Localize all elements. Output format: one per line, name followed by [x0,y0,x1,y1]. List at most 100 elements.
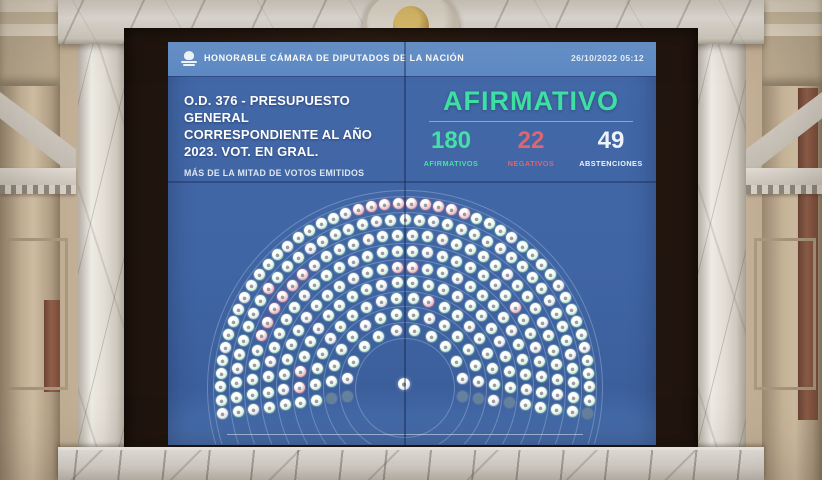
seat [359,320,371,332]
seat [550,403,562,415]
seat [304,336,316,348]
seat [464,262,476,273]
seat [223,328,235,340]
seat [566,406,578,417]
seat [215,381,227,393]
seat [512,279,524,291]
seat [530,303,542,315]
seat [407,229,418,241]
wall-panel-right [754,238,816,390]
marble-sill [58,447,764,480]
seat [289,301,300,313]
count-label: ABSTENCIONES [579,159,643,169]
dentil-cornice-left [0,168,76,194]
seat [521,291,533,302]
seat [566,362,578,374]
seat [456,372,468,384]
seat [215,394,227,406]
vote-counts: 180 AFIRMATIVOS 22 NEGATIVOS 49 ABSTENCIONES [418,128,644,168]
seat [421,231,433,243]
seat [304,243,316,255]
seat [550,359,562,371]
result-panel: AFIRMATIVO 180 AFIRMATIVOS 22 NEGATIVOS 49 AB… [418,86,644,168]
vote-count-negativos: 22 NEGATIVOS [498,128,564,168]
seat [277,291,289,302]
seat [456,390,468,402]
seat [436,250,448,262]
seat [303,224,315,236]
seat [347,255,359,267]
seat [294,381,306,393]
seat [262,371,274,383]
seat [464,280,476,292]
seat [310,395,322,406]
seat [347,273,359,284]
count-label: NEGATIVOS [507,159,555,169]
seat [552,374,564,385]
seat [353,204,364,216]
seat [299,350,310,362]
seat [571,315,583,327]
seat [407,277,419,289]
seat [579,341,591,353]
seat [327,212,339,224]
seat [234,348,246,360]
videowall-seam-horizontal [168,181,656,183]
seat [274,327,285,339]
seat [347,291,359,303]
seat [583,368,595,379]
vote-datetime: 26/10/2022 05:12 [570,53,644,63]
seat [295,365,307,377]
seat [437,284,449,296]
seat [312,322,324,334]
seat [506,251,518,263]
seat [500,350,511,362]
seat [543,295,555,307]
seat [342,223,354,235]
seat [310,300,322,312]
seat [231,391,243,403]
seat [315,218,327,230]
seat [255,295,267,307]
seat [308,259,320,271]
seat [488,395,500,406]
count-value: 22 [517,127,545,154]
seat [536,386,548,398]
seat [501,268,513,280]
seat [530,341,542,353]
seat [392,229,403,241]
seat [536,371,548,383]
seat [392,198,404,210]
seat [292,232,304,244]
seat [292,325,304,336]
seat [279,368,291,380]
seat [310,378,321,390]
seat [391,261,403,273]
seat [464,320,476,332]
seat [391,277,403,289]
seat [321,270,333,281]
column-capital-right [762,0,822,86]
seat [379,199,391,211]
seat [477,251,489,263]
seat [326,376,337,387]
seat [336,344,348,356]
seat [376,279,388,291]
seat [251,344,263,356]
seat [471,212,483,224]
seat [517,240,529,252]
seat [242,321,254,332]
seat [436,234,448,246]
seat [375,296,387,308]
seat [279,399,291,411]
seat [239,291,251,303]
seat [473,376,484,387]
seat [262,386,274,398]
seat [268,303,280,315]
seat [360,301,372,313]
seat [376,263,388,275]
seat [348,355,360,367]
seat [407,309,419,321]
seat [255,330,267,342]
seat [407,261,419,273]
